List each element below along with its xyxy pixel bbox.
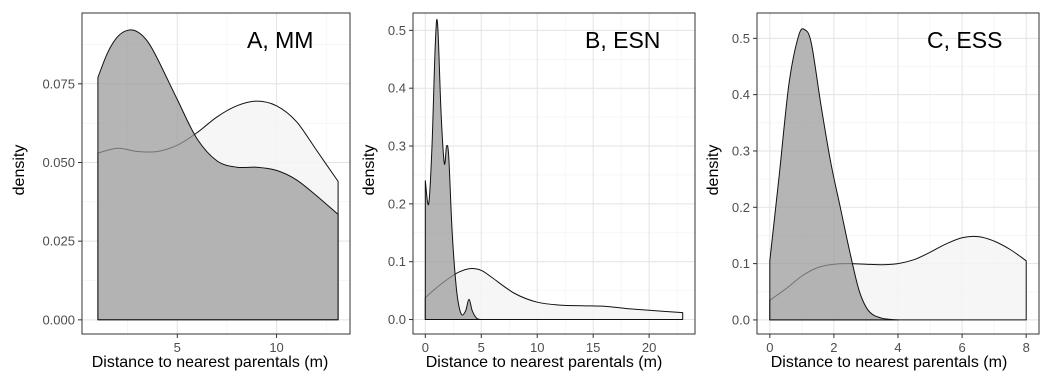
panel-c-density-areas	[769, 28, 1027, 321]
panel-a-density-areas	[97, 29, 339, 321]
panel-c-x-tick-label: 0	[766, 340, 773, 355]
panel-b-y-tick-label: 0.2	[388, 196, 406, 211]
panel-a-x-ticks: 5 10	[174, 334, 284, 355]
panel-a-x-axis-label: Distance to nearest parentals (m)	[92, 354, 329, 371]
panel-c-y-tick-label: 0.1	[732, 256, 750, 271]
panel-a-frame	[81, 12, 351, 335]
panel-b-density-series-2	[424, 19, 482, 320]
panel-a-x-tick-label: 10	[269, 340, 283, 355]
panel-b-y-tick-label: 0.1	[388, 254, 406, 269]
panel-c-y-tick-label: 0.4	[732, 87, 750, 102]
panel-b-y-tick-label: 0.4	[388, 81, 406, 96]
panel-c-x-axis-label: Distance to nearest parentals (m)	[771, 354, 1008, 371]
panel-b-density-series-1	[424, 268, 684, 320]
panel-b-density-areas	[424, 19, 684, 320]
panel-c-y-tick-label: 0.3	[732, 143, 750, 158]
panel-b-y-tick-label: 0.5	[388, 23, 406, 38]
panel-a-y-tick-label: 0.000	[42, 312, 75, 327]
panel-a: 5 10 0.000 0.025 0.050 0.075 A, MM Distance …	[11, 12, 351, 371]
panel-b-x-tick-label: 0	[422, 340, 429, 355]
panel-b-x-tick-label: 15	[586, 340, 600, 355]
panel-c-x-ticks: 0 2 4 6 8	[766, 334, 1030, 355]
panel-b-x-tick-label: 5	[478, 340, 485, 355]
panel-b-y-tick-label: 0.3	[388, 139, 406, 154]
panel-b-title: B, ESN	[585, 27, 660, 53]
panel-b-y-axis-label: density	[361, 145, 378, 196]
panel-b-y-tick-label: 0.0	[388, 312, 406, 327]
panel-b-x-ticks: 0 5 10 15 20	[422, 334, 656, 355]
panel-c-x-tick-label: 2	[830, 340, 837, 355]
panel-a-y-tick-label: 0.025	[42, 234, 75, 249]
panel-a-y-tick-label: 0.075	[42, 76, 75, 91]
panel-b: 0 5 10 15 20 0.0 0.1 0.2 0.3 0.4 0.5 B, ESN Dista…	[361, 12, 696, 371]
panel-a-density-series-2	[97, 29, 339, 321]
panel-a-x-tick-label: 5	[174, 340, 181, 355]
panel-c-x-tick-label: 8	[1023, 340, 1030, 355]
panel-a-y-tick-label: 0.050	[42, 155, 75, 170]
panel-c-y-axis-label: density	[705, 145, 722, 196]
panel-a-y-axis-label: density	[11, 145, 28, 196]
panel-c: 0 2 4 6 8 0.0 0.1 0.2 0.3 0.4 0.5 C, ESS Distance…	[705, 12, 1040, 371]
panel-c-density-series-2	[769, 28, 899, 321]
panel-b-x-axis-label: Distance to nearest parentals (m)	[426, 354, 663, 371]
panel-a-y-ticks: 0.000 0.025 0.050 0.075	[42, 76, 82, 327]
panel-c-y-tick-label: 0.2	[732, 200, 750, 215]
panel-c-x-tick-label: 4	[894, 340, 901, 355]
panel-c-title: C, ESS	[927, 27, 1002, 53]
panel-b-y-ticks: 0.0 0.1 0.2 0.3 0.4 0.5	[388, 23, 413, 327]
panel-c-x-tick-label: 6	[958, 340, 965, 355]
panel-b-x-tick-label: 20	[642, 340, 656, 355]
panel-c-y-ticks: 0.0 0.1 0.2 0.3 0.4 0.5	[732, 31, 757, 327]
panel-c-y-tick-label: 0.0	[732, 312, 750, 327]
panel-a-title: A, MM	[247, 27, 313, 53]
panel-c-y-tick-label: 0.5	[732, 31, 750, 46]
panel-b-frame	[412, 12, 696, 335]
panel-b-x-tick-label: 10	[530, 340, 544, 355]
